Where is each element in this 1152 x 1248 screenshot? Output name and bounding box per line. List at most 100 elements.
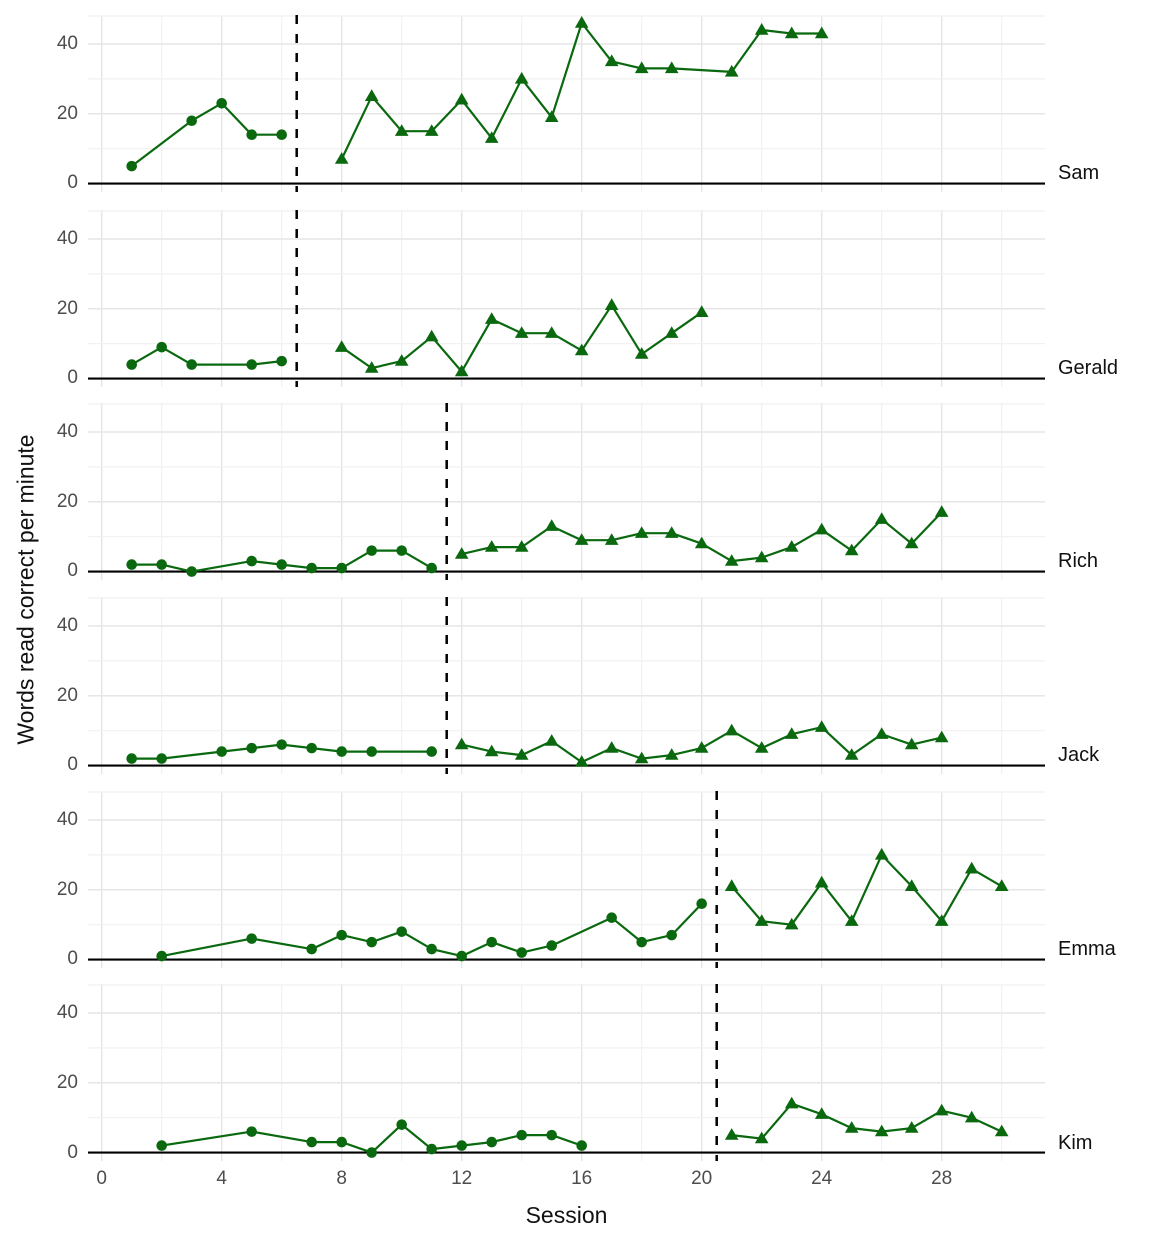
- data-point-circle: [156, 950, 167, 962]
- data-point-triangle: [784, 539, 799, 552]
- intervention-series: [724, 1096, 1009, 1144]
- data-point-circle: [156, 1140, 167, 1151]
- data-point-triangle: [484, 744, 499, 756]
- facet-label-rich: Rich: [1058, 550, 1099, 573]
- gridlines: [88, 14, 1045, 192]
- data-point-circle: [636, 936, 647, 948]
- data-point-triangle: [844, 1121, 859, 1133]
- data-point-circle: [366, 1147, 378, 1158]
- data-point-triangle: [964, 861, 979, 874]
- data-point-triangle: [754, 740, 769, 753]
- data-point-triangle: [814, 522, 829, 535]
- x-tick-label: 12: [451, 1168, 473, 1189]
- intervention-series-line: [730, 853, 1003, 926]
- y-tick-label: 20: [56, 297, 78, 319]
- panel-canvas-emma: [88, 790, 1045, 968]
- data-point-triangle: [874, 847, 889, 860]
- baseline-series: [126, 739, 438, 764]
- data-point-circle: [156, 341, 167, 353]
- panel-gerald: [88, 209, 1045, 387]
- x-tick-label: 16: [571, 1168, 593, 1189]
- data-point-circle: [246, 555, 257, 567]
- baseline-series-line: [131, 345, 282, 366]
- panel-canvas-jack: [88, 596, 1045, 774]
- data-point-circle: [336, 562, 347, 574]
- data-point-triangle: [454, 546, 469, 559]
- panel-kim: [88, 984, 1045, 1162]
- data-point-triangle: [544, 518, 559, 531]
- data-point-triangle: [724, 878, 739, 891]
- data-point-triangle: [754, 550, 769, 562]
- panel-canvas-rich: [88, 402, 1045, 580]
- data-point-circle: [126, 358, 137, 370]
- data-point-circle: [246, 933, 257, 944]
- data-point-triangle: [604, 297, 619, 310]
- data-point-triangle: [844, 913, 859, 926]
- data-point-circle: [126, 160, 137, 172]
- gridlines: [88, 209, 1045, 387]
- data-point-triangle: [484, 130, 499, 143]
- data-point-triangle: [814, 875, 829, 888]
- data-point-circle: [426, 1143, 438, 1155]
- facet-label-gerald: Gerald: [1058, 357, 1119, 380]
- data-point-triangle: [994, 1124, 1009, 1137]
- data-point-triangle: [454, 92, 469, 105]
- facet-label-emma: Emma: [1058, 938, 1116, 961]
- data-point-triangle: [724, 723, 739, 736]
- intervention-series-line: [731, 1102, 1003, 1140]
- data-point-triangle: [784, 1096, 799, 1109]
- panel-emma: [88, 790, 1045, 968]
- y-tick-label: 0: [67, 367, 78, 389]
- y-tick-label: 40: [56, 808, 78, 830]
- data-point-circle: [186, 115, 197, 126]
- data-point-triangle: [364, 88, 379, 101]
- data-point-triangle: [724, 553, 739, 566]
- y-tick-label: 40: [56, 614, 78, 636]
- gridlines: [88, 984, 1045, 1162]
- y-tick-label: 0: [67, 754, 78, 776]
- data-point-triangle: [634, 525, 649, 538]
- data-point-circle: [276, 355, 287, 367]
- y-tick-label: 40: [56, 1002, 78, 1024]
- data-point-circle: [366, 936, 378, 948]
- y-tick-label: 20: [56, 490, 78, 512]
- data-point-circle: [456, 1140, 468, 1151]
- data-point-circle: [546, 939, 557, 951]
- data-point-circle: [126, 558, 137, 570]
- data-point-triangle: [934, 730, 949, 742]
- data-point-triangle: [694, 740, 709, 753]
- data-point-triangle: [544, 109, 559, 122]
- data-point-triangle: [664, 525, 679, 538]
- data-point-circle: [306, 562, 317, 574]
- data-point-circle: [516, 1129, 527, 1141]
- data-point-circle: [246, 129, 257, 140]
- data-point-circle: [546, 1129, 557, 1141]
- facet-label-kim: Kim: [1058, 1131, 1093, 1154]
- data-point-triangle: [544, 733, 559, 746]
- intervention-series: [334, 297, 709, 376]
- intervention-series: [724, 847, 1009, 930]
- data-point-circle: [306, 943, 317, 955]
- data-point-circle: [276, 558, 287, 570]
- data-point-triangle: [604, 740, 619, 753]
- data-point-circle: [246, 358, 257, 370]
- y-tick-label: 0: [67, 948, 78, 970]
- data-point-circle: [336, 929, 347, 941]
- data-point-circle: [396, 545, 408, 556]
- y-tick-label: 20: [56, 684, 78, 706]
- data-point-circle: [426, 943, 438, 955]
- data-point-circle: [486, 1136, 498, 1148]
- panel-canvas-gerald: [88, 209, 1045, 387]
- data-point-circle: [666, 929, 677, 941]
- data-point-triangle: [634, 751, 649, 763]
- data-point-triangle: [784, 26, 799, 38]
- panel-sam: [88, 14, 1045, 192]
- data-point-triangle: [904, 878, 919, 891]
- data-point-circle: [216, 97, 227, 109]
- facet-label-sam: Sam: [1058, 162, 1100, 185]
- y-tick-label: 20: [56, 1071, 78, 1093]
- data-point-triangle: [784, 726, 799, 739]
- data-point-triangle: [844, 747, 859, 760]
- intervention-series-line: [340, 21, 822, 160]
